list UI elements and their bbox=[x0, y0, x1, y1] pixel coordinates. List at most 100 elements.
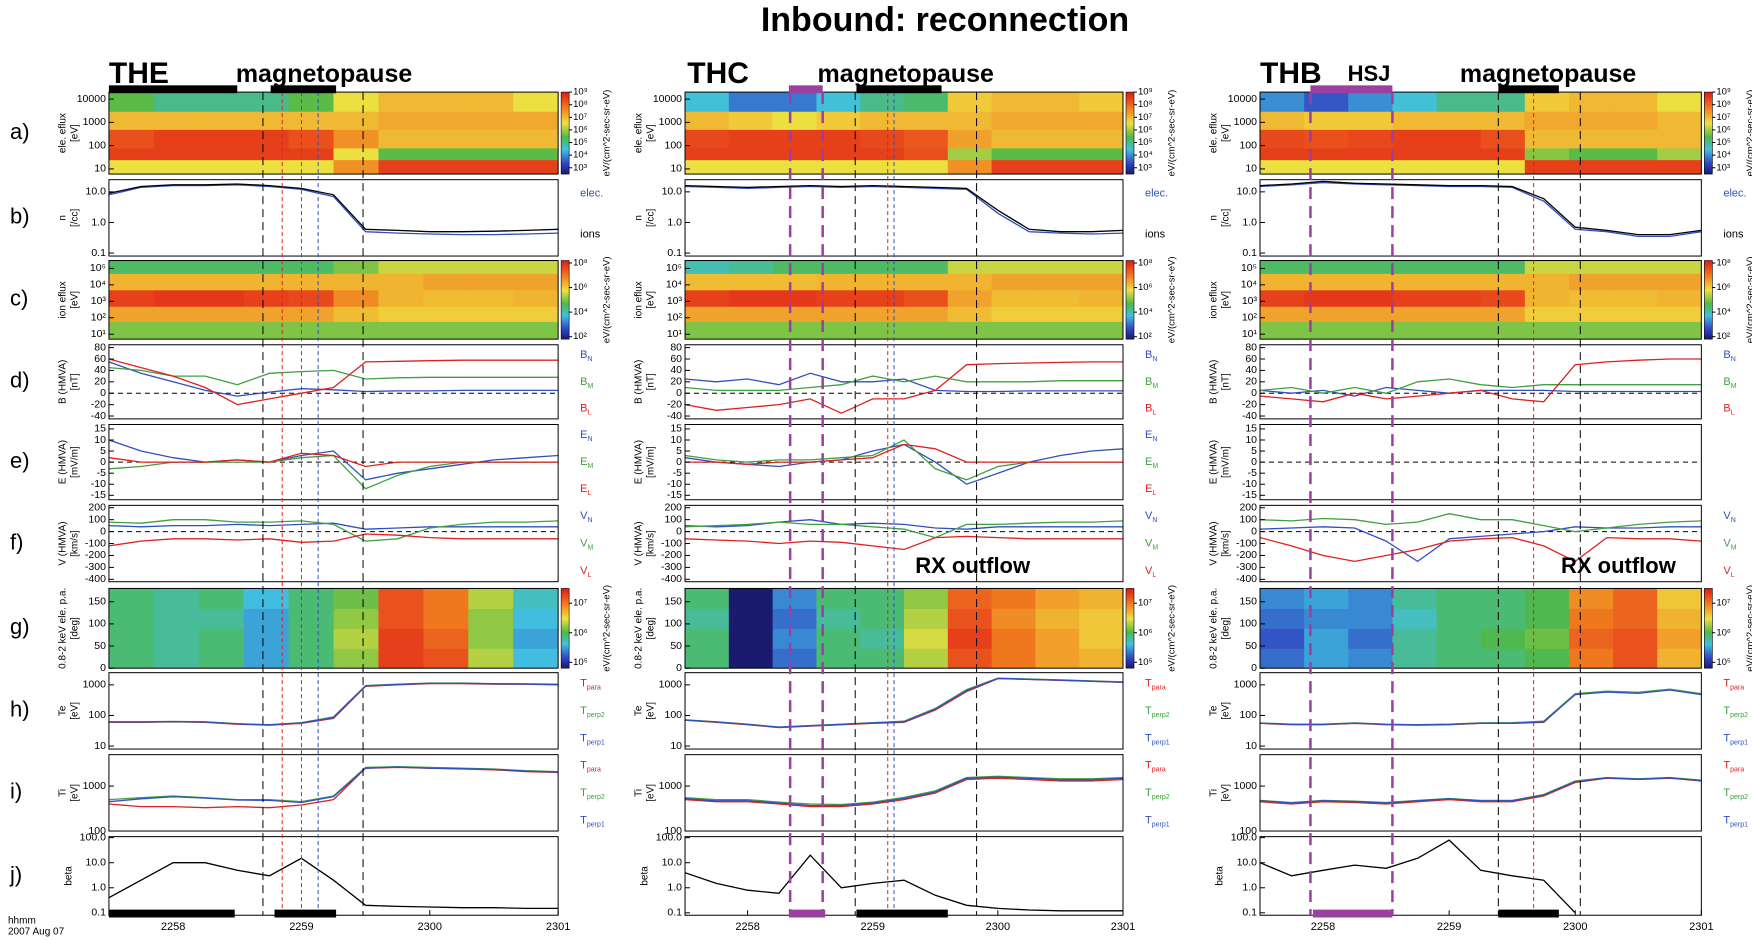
spectrogram-cell bbox=[685, 147, 730, 161]
y-axis-label: ele. eflux bbox=[634, 113, 645, 153]
spectrogram-cell bbox=[198, 588, 245, 609]
interval-bar bbox=[1312, 909, 1393, 918]
colorbar-tick-label: 10⁵ bbox=[573, 657, 588, 668]
spectrogram-cell bbox=[1657, 588, 1702, 609]
spectrogram-cell bbox=[423, 129, 469, 149]
spectrogram-cell bbox=[288, 588, 335, 609]
y-tick-label: 10 bbox=[670, 434, 682, 446]
panel-plot bbox=[108, 260, 559, 340]
y-tick-label: 0 bbox=[1251, 456, 1257, 468]
legend-sub: perp2 bbox=[1730, 712, 1748, 719]
panel-frame bbox=[1259, 672, 1702, 750]
y-tick-label: -300 bbox=[661, 561, 682, 573]
y-axis-label: ele. eflux bbox=[1209, 113, 1220, 153]
legend-entry: Tperp1 bbox=[1723, 732, 1748, 746]
y-tick-label: 50 bbox=[94, 640, 106, 652]
spectrogram-cell bbox=[1480, 648, 1526, 669]
y-tick-label: 10² bbox=[1242, 312, 1258, 324]
legend-name: T bbox=[580, 677, 587, 689]
spectrogram-cell bbox=[108, 648, 155, 669]
legend-entry: Tperp2 bbox=[1145, 705, 1170, 719]
y-tick-label: 100 bbox=[1239, 825, 1257, 837]
series-line bbox=[685, 520, 1124, 539]
spectrogram-cell bbox=[423, 111, 469, 130]
spectrogram-cell bbox=[860, 260, 905, 274]
panel-plot bbox=[108, 857, 559, 910]
spectrogram-cell bbox=[1568, 628, 1614, 649]
spectrogram-cell bbox=[1260, 306, 1305, 322]
spectrogram-cell bbox=[1035, 306, 1080, 322]
y-tick-label: 0 bbox=[100, 456, 106, 468]
legend-name: B bbox=[580, 402, 587, 414]
spectrogram-cell bbox=[1079, 159, 1124, 175]
panel-letter: e) bbox=[10, 448, 30, 473]
spectrogram-cell bbox=[904, 608, 949, 629]
panel-frame bbox=[684, 587, 1124, 669]
legend-name: V bbox=[1145, 537, 1153, 549]
y-tick-label: 0.1 bbox=[1242, 907, 1257, 919]
spectrogram-cell bbox=[513, 129, 559, 149]
spectrogram-cell bbox=[243, 129, 290, 149]
spectrogram-cell bbox=[1260, 129, 1305, 149]
panel-frame bbox=[108, 587, 559, 669]
spectrogram-cell bbox=[423, 273, 469, 291]
spectrogram-cell bbox=[1348, 289, 1393, 307]
y-tick-label: 200 bbox=[1239, 502, 1257, 514]
series-line bbox=[1260, 180, 1702, 236]
spectrogram-cell bbox=[991, 608, 1036, 629]
spectrogram-cell bbox=[1035, 147, 1080, 161]
spectrogram-cell bbox=[947, 321, 993, 340]
spectrogram-cell bbox=[1436, 321, 1482, 340]
spectrogram-cell bbox=[1613, 111, 1658, 130]
spectrogram-cell bbox=[1392, 147, 1438, 161]
spectrogram-cell bbox=[243, 628, 290, 649]
spectrogram-cell bbox=[243, 321, 290, 340]
spectrogram-cell bbox=[198, 111, 245, 130]
y-tick-label: 80 bbox=[94, 341, 106, 353]
panel-frame bbox=[684, 754, 1124, 832]
spectrogram-cell bbox=[1348, 92, 1393, 112]
spectrogram-cell bbox=[153, 159, 200, 175]
panel-plot bbox=[685, 588, 1124, 669]
legend-sub: N bbox=[1152, 436, 1157, 443]
spectrogram-cell bbox=[378, 129, 424, 149]
spectrogram-cell bbox=[1079, 260, 1124, 274]
spectrogram-cell bbox=[153, 260, 200, 274]
spectrogram-cell bbox=[685, 306, 730, 322]
spectrogram-cell bbox=[1348, 111, 1393, 130]
y-axis-label: Te bbox=[634, 705, 645, 716]
legend-name: T bbox=[1145, 759, 1152, 771]
legend-sub: perp1 bbox=[587, 821, 605, 828]
y-tick-label: 1.0 bbox=[91, 882, 106, 894]
spectrogram-cell bbox=[904, 111, 949, 130]
spectrogram-cell bbox=[378, 92, 424, 112]
spectrogram-cell bbox=[1436, 260, 1482, 274]
legend-name: V bbox=[1723, 537, 1731, 549]
spectrogram-cell bbox=[1657, 628, 1702, 649]
legend-entry: BL bbox=[1145, 402, 1156, 416]
spectrogram-cell bbox=[1079, 321, 1124, 340]
spectrogram-cell bbox=[1568, 111, 1614, 130]
spectrogram-cell bbox=[153, 111, 200, 130]
spectrogram-cell bbox=[1657, 260, 1702, 274]
spectrogram-cell bbox=[153, 92, 200, 112]
colorbar-tick-label: 10² bbox=[1138, 331, 1152, 342]
colorbar bbox=[1704, 260, 1713, 340]
spectrogram-cell bbox=[1657, 289, 1702, 307]
interval-bar bbox=[788, 85, 823, 94]
series-line bbox=[1260, 688, 1702, 726]
x-tick-label: 2301 bbox=[1111, 921, 1135, 933]
colorbar-tick-label: 10³ bbox=[1138, 162, 1152, 173]
spectrogram-cell bbox=[513, 306, 559, 322]
x-tick-label: 2301 bbox=[546, 921, 570, 933]
y-tick-label: 10 bbox=[94, 163, 106, 175]
y-tick-label: 10000 bbox=[77, 93, 106, 105]
y-axis-label: Ti bbox=[58, 789, 69, 797]
y-axis-label: 0.8-2 keV ele. p.a. bbox=[634, 588, 645, 669]
colorbar bbox=[560, 91, 570, 175]
x-tick-label: 2300 bbox=[1563, 921, 1587, 933]
panel-frame bbox=[108, 179, 559, 257]
y-tick-label: 15 bbox=[94, 423, 106, 435]
legend-entry: Tpara bbox=[580, 677, 601, 691]
colorbar-label: eV/(cm^2-sec-sr-eV) bbox=[1745, 256, 1752, 343]
